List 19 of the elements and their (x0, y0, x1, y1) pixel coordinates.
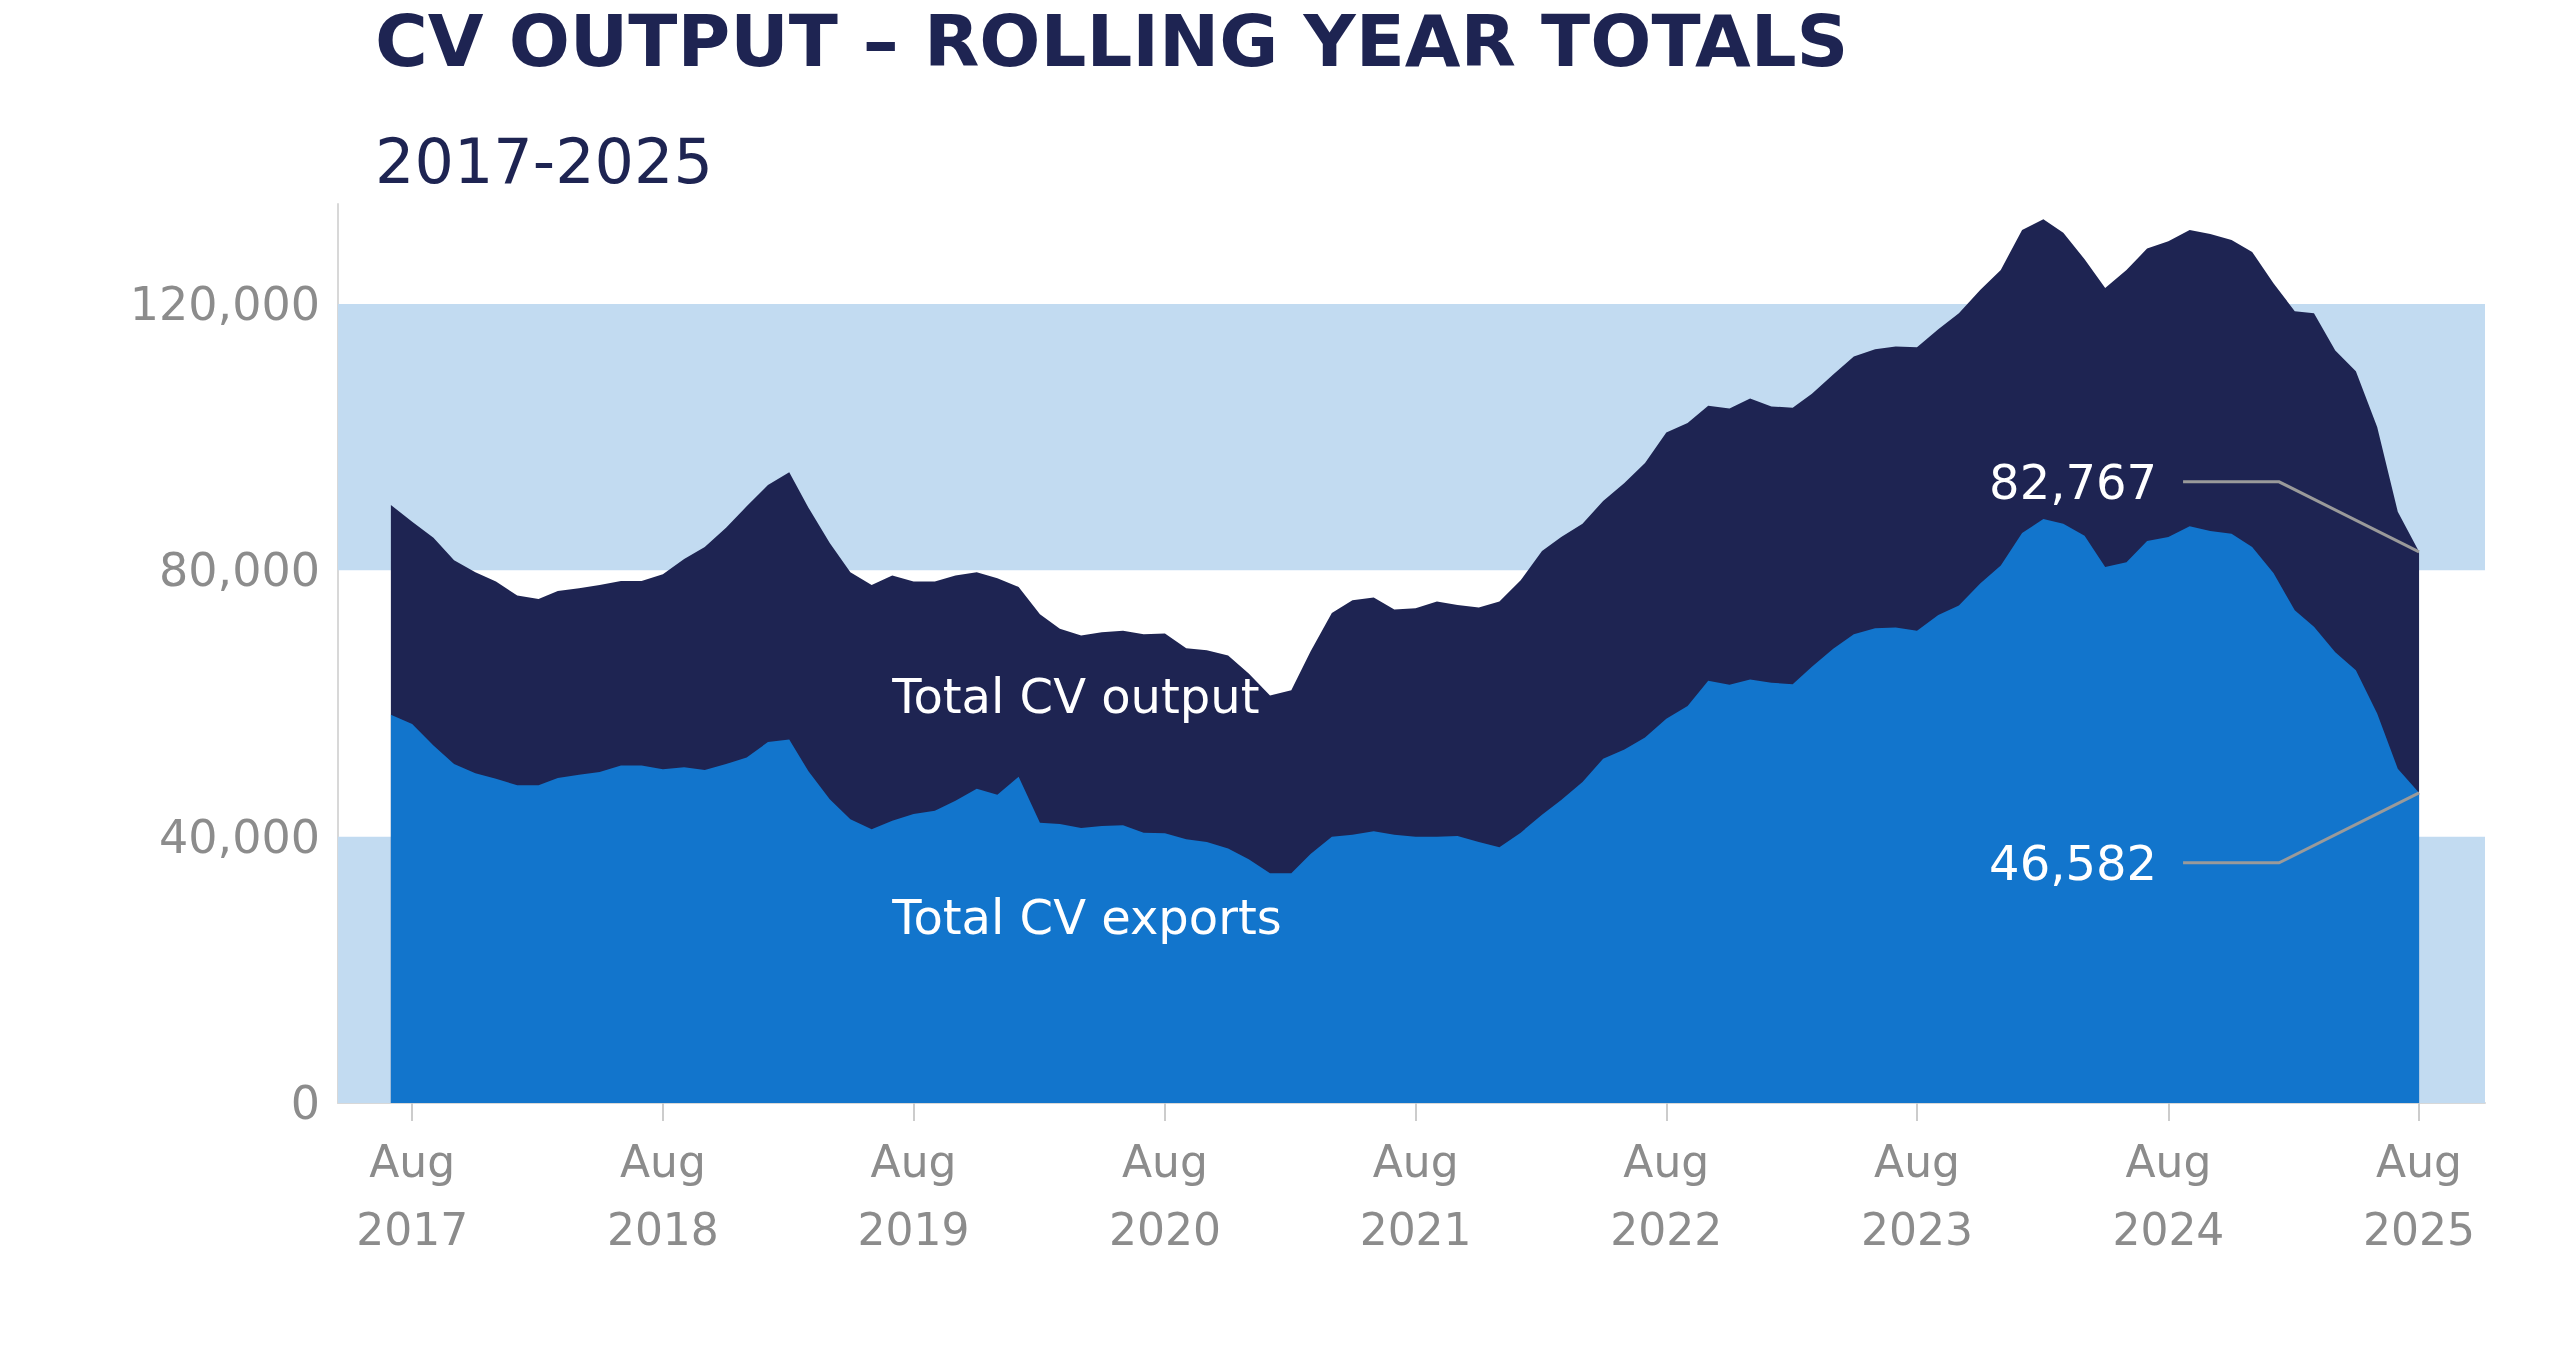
series-label: Total CV exports (891, 889, 1282, 946)
x-tick-label: Aug 2024 (2112, 1135, 2225, 1255)
x-tick-label: Aug 2022 (1610, 1135, 1723, 1255)
chart-subtitle: 2017-2025 (375, 124, 713, 198)
x-tick-label: Aug 2017 (356, 1135, 469, 1255)
y-tick-label: 40,000 (159, 809, 320, 864)
y-tick-label: 120,000 (129, 276, 320, 331)
data-label: 82,767 (1989, 453, 2158, 510)
chart-title: CV OUTPUT – ROLLING YEAR TOTALS (375, 0, 1849, 83)
series-label: Total CV output (891, 668, 1260, 725)
y-tick-label: 80,000 (159, 543, 320, 598)
x-tick-label: Aug 2023 (1861, 1135, 1973, 1255)
y-tick-label: 0 (290, 1076, 320, 1130)
x-tick-label: Aug 2018 (606, 1135, 719, 1255)
x-tick-label: Aug 2021 (1359, 1135, 1472, 1255)
data-label: 46,582 (1989, 834, 2158, 891)
x-tick-label: Aug 2025 (2363, 1135, 2476, 1255)
x-tick-label: Aug 2020 (1108, 1135, 1221, 1255)
x-tick-label: Aug 2019 (857, 1135, 970, 1255)
